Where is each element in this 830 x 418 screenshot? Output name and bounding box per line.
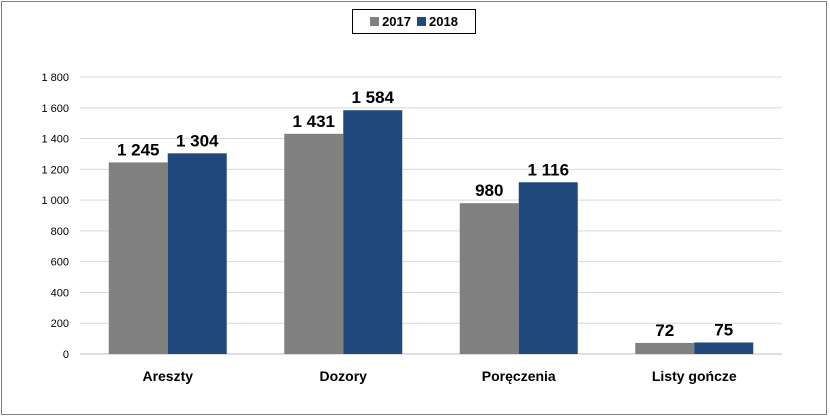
y-tick-label: 200 xyxy=(51,318,69,330)
legend-item-2017: 2017 xyxy=(370,14,411,29)
bar-2017 xyxy=(635,342,695,354)
x-category-label: Listy gończe xyxy=(652,368,737,384)
bar-2017 xyxy=(108,162,168,354)
legend: 2017 2018 xyxy=(352,9,476,34)
legend-swatch-2017 xyxy=(370,17,380,26)
data-label: 75 xyxy=(714,320,733,339)
bar-2018 xyxy=(694,342,754,354)
legend-swatch-2018 xyxy=(417,17,426,26)
data-label: 1 584 xyxy=(351,88,394,107)
data-label: 1 245 xyxy=(117,140,160,159)
y-tick-label: 0 xyxy=(63,349,69,361)
bar-2018 xyxy=(343,110,403,355)
y-tick-label: 1 000 xyxy=(41,195,69,207)
legend-item-2018: 2018 xyxy=(417,14,458,29)
y-tick-label: 1 200 xyxy=(41,164,69,176)
y-tick-label: 1 400 xyxy=(41,134,69,146)
y-tick-label: 1 800 xyxy=(41,72,69,84)
data-label: 1 304 xyxy=(176,131,219,150)
y-tick-label: 800 xyxy=(51,226,69,238)
bar-2018 xyxy=(518,182,578,354)
bar-2017 xyxy=(284,133,344,354)
x-category-label: Dozory xyxy=(320,368,368,384)
legend-label-2018: 2018 xyxy=(429,14,458,29)
data-label: 980 xyxy=(475,181,503,200)
y-tick-label: 1 600 xyxy=(41,103,69,115)
data-label: 1 431 xyxy=(292,112,335,131)
bar-2018 xyxy=(167,153,227,354)
legend-label-2017: 2017 xyxy=(382,14,411,29)
bar-2017 xyxy=(459,203,519,354)
data-label: 72 xyxy=(655,321,674,340)
y-tick-label: 600 xyxy=(51,257,69,269)
y-tick-label: 400 xyxy=(51,287,69,299)
data-label: 1 116 xyxy=(527,160,569,179)
x-category-label: Poręczenia xyxy=(482,368,556,384)
x-category-label: Areszty xyxy=(142,368,193,384)
